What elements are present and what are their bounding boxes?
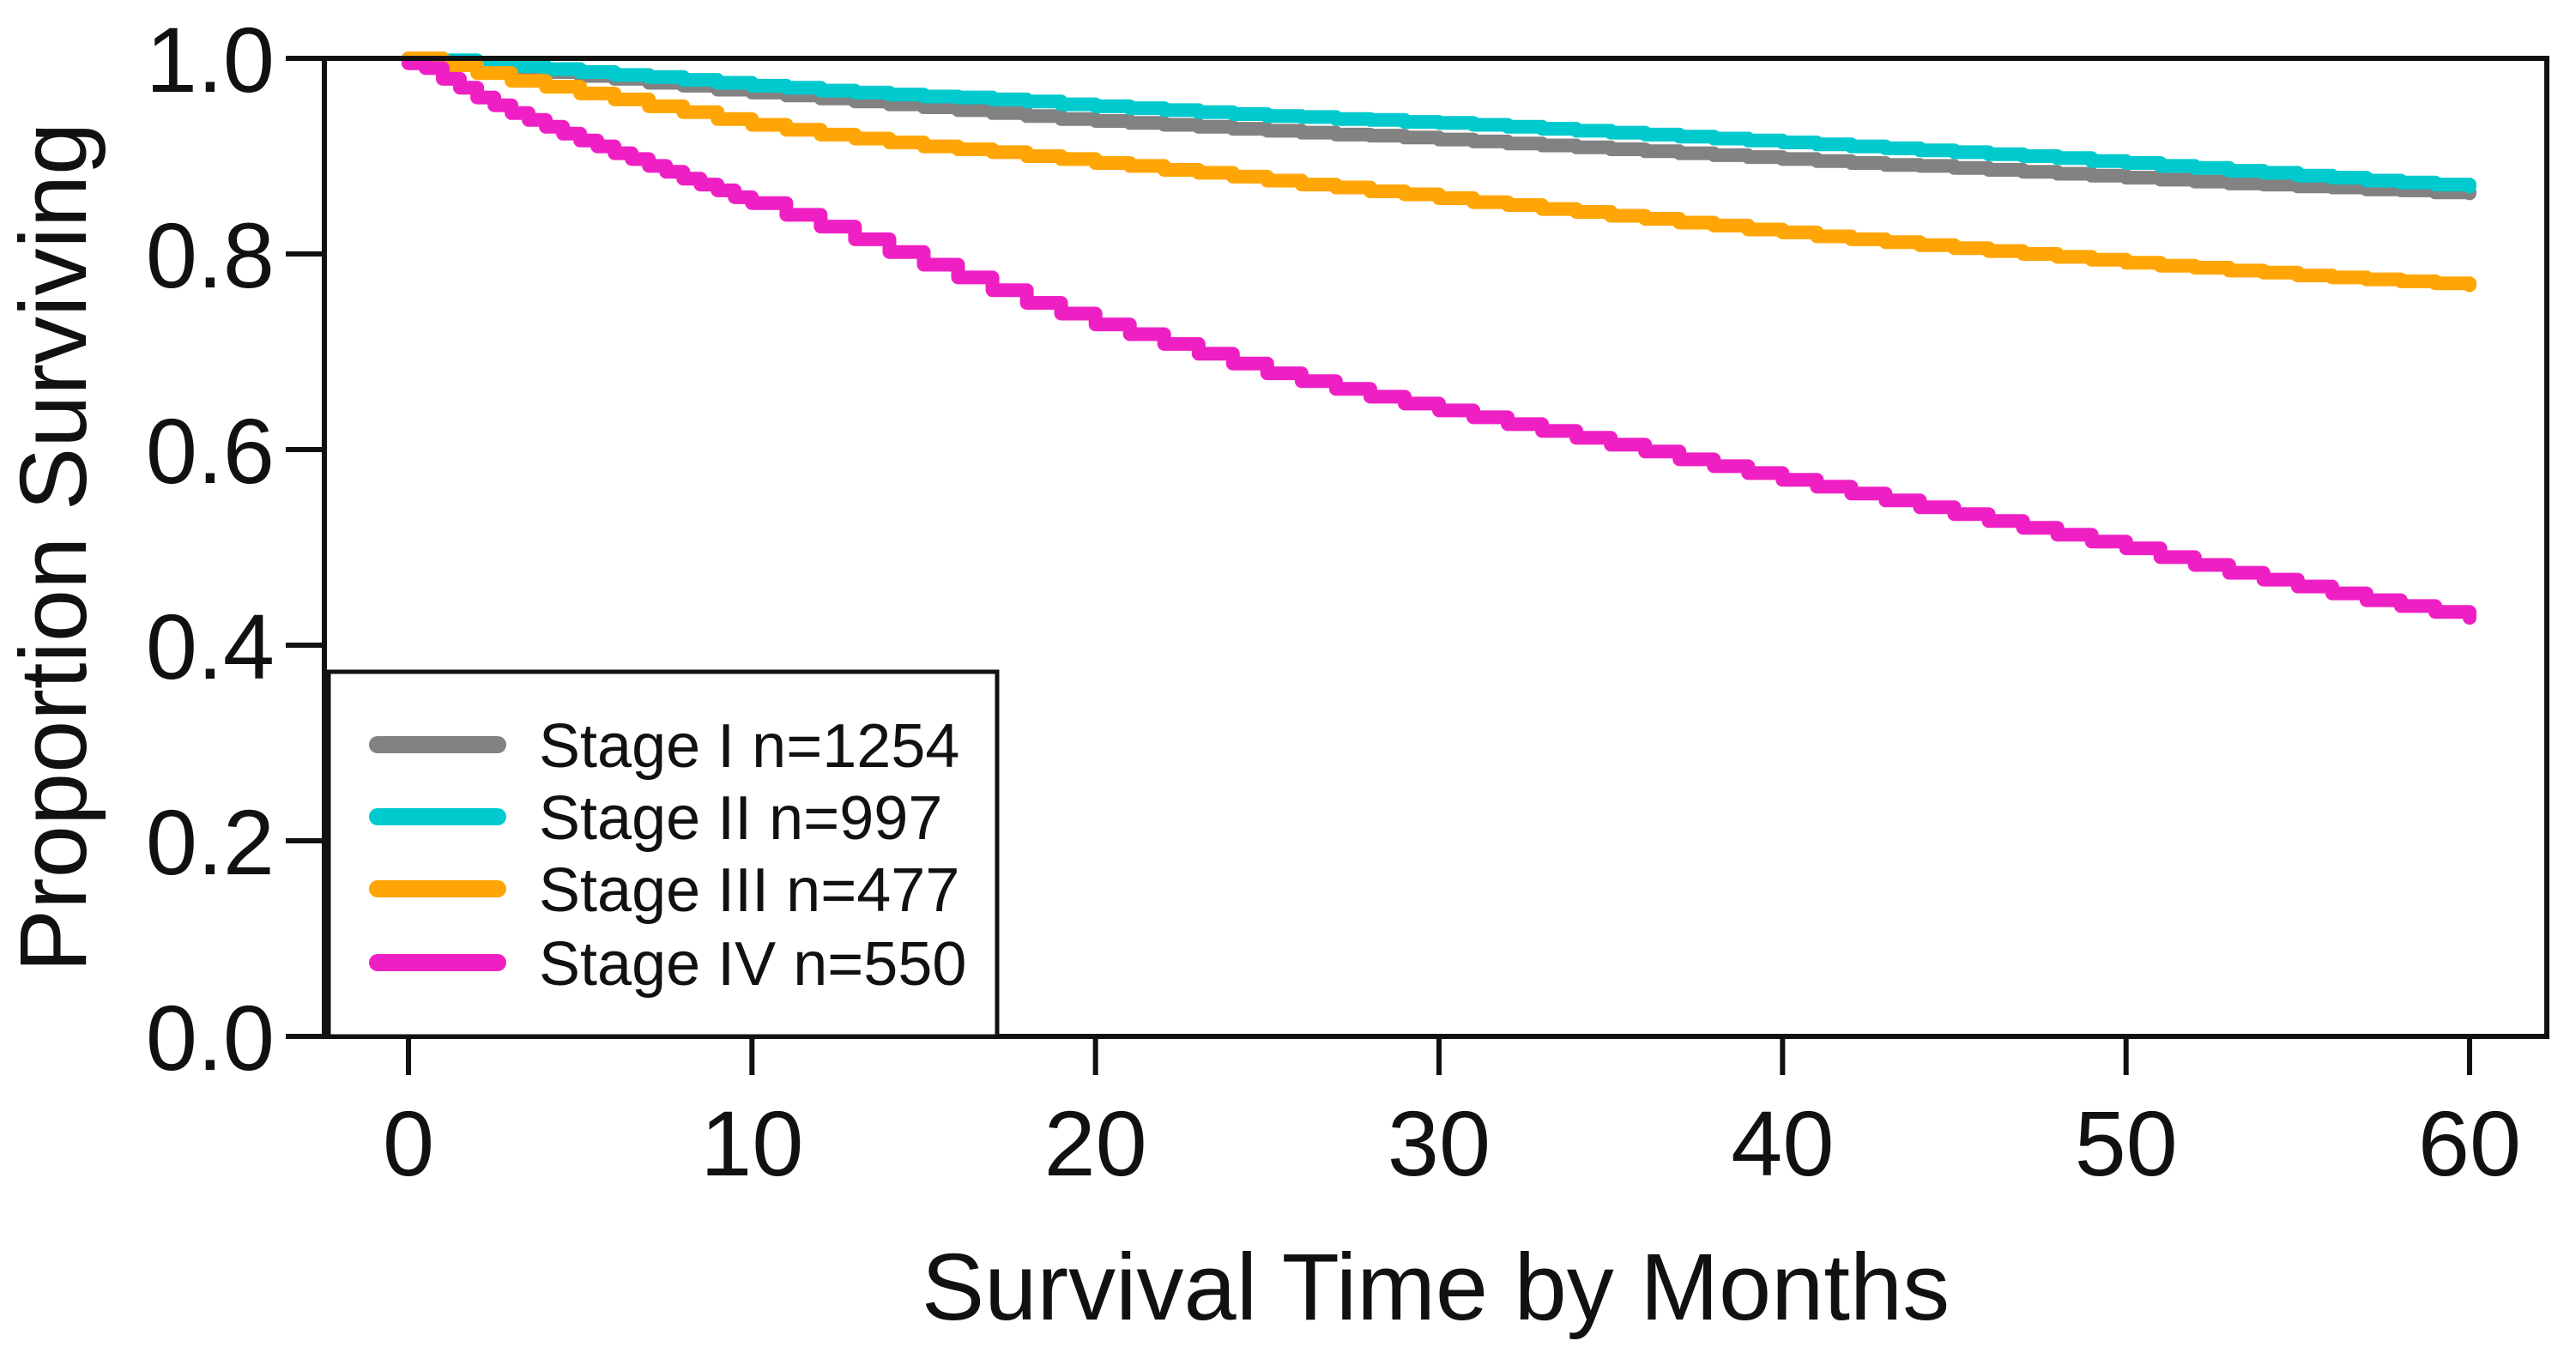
survival-curve-stage-iii: [402, 51, 2476, 293]
y-axis-title: Proportion Surviving: [1, 123, 106, 972]
legend-label-stage-ii: Stage II n=997: [539, 784, 942, 853]
y-tick-label: 0.4: [146, 595, 275, 698]
x-tick-label: 10: [700, 1091, 803, 1195]
x-tick-label: 50: [2075, 1091, 2178, 1195]
legend-label-stage-i: Stage I n=1254: [539, 712, 959, 781]
survival-curve-stage-ii: [402, 51, 2476, 194]
legend-label-stage-iv: Stage IV n=550: [539, 930, 966, 999]
survival-curve-stage-iv: [402, 56, 2476, 625]
x-tick-label: 60: [2418, 1091, 2521, 1195]
legend-label-stage-iii: Stage III n=477: [539, 856, 959, 925]
y-tick-label: 0.8: [146, 203, 275, 307]
plot-frame: [322, 56, 2549, 1039]
y-tick-label: 0.2: [146, 790, 275, 894]
x-tick-label: 0: [383, 1091, 434, 1195]
y-tick-label: 1.0: [146, 8, 275, 112]
y-tick-label: 0.0: [146, 986, 275, 1090]
y-tick-label: 0.6: [146, 399, 275, 503]
legend-box: [326, 669, 1000, 1039]
x-tick-label: 30: [1388, 1091, 1491, 1195]
x-tick-label: 20: [1044, 1091, 1147, 1195]
x-tick-label: 40: [1731, 1091, 1834, 1195]
x-axis-title: Survival Time by Months: [922, 1235, 1950, 1340]
